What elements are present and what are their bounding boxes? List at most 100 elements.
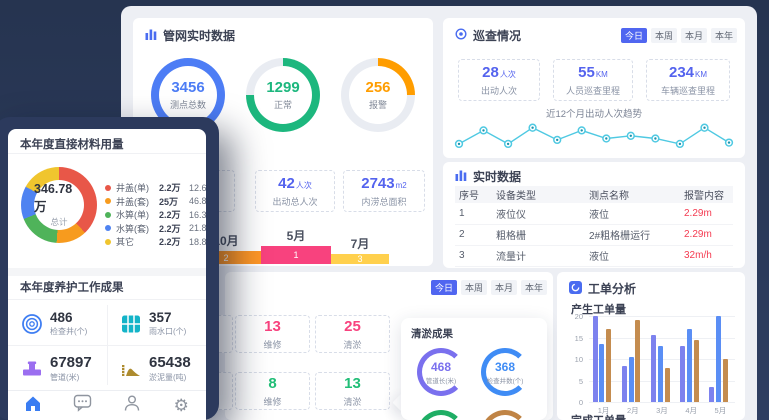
legend-dot (105, 198, 111, 205)
legend-value: 2.2万 (159, 183, 181, 194)
table-row[interactable]: 2 粗格栅 2#粗格栅运行 2.29m (455, 224, 733, 246)
legend-dot (105, 225, 111, 232)
ring-label: 测点总数 (169, 100, 206, 110)
bar-series-tan (664, 367, 670, 402)
stat-value: 8 (268, 374, 277, 392)
nav-home[interactable] (8, 391, 58, 420)
podium-rank: 3 (357, 254, 363, 264)
stat-box-person-km: 55KM 人员巡查里程 (553, 59, 633, 101)
bar-series-tan (606, 328, 612, 402)
tab-year[interactable]: 本年 (520, 280, 547, 295)
chart-title-completed: 完成工单量 (571, 412, 626, 420)
stat-label: 人员巡查里程 (565, 85, 620, 96)
podium-month-label: 10月 (213, 234, 239, 248)
chart-title-produced: 产生工单量 (571, 304, 626, 316)
gauge-partial (481, 410, 529, 420)
ring-value: 256 (365, 79, 391, 96)
cell-seq: 1 (455, 203, 492, 225)
cell-device: 液位仪 (492, 203, 585, 225)
stat-box-flood-area: 2743m2 内涝总面积 (343, 170, 425, 212)
patrol-tab-group: 今日 本周 本月 本年 (620, 28, 737, 43)
bar-series-tan (722, 359, 729, 402)
col-header: 测点名称 (585, 186, 680, 203)
tab-month[interactable]: 本月 (490, 280, 517, 295)
ring-alarm: 256 报警 (341, 58, 415, 132)
trend-line-chart (454, 123, 734, 149)
podium-rank: 2 (223, 252, 229, 263)
stat-value: 234 (668, 63, 695, 81)
gauge-partial (417, 410, 465, 420)
panel-title: 实时数据 (473, 170, 522, 184)
stat-pipeline: 67897 管道(米) (8, 346, 107, 391)
stat-label: 清淤 (343, 396, 362, 407)
stat-label: 出动人次 (480, 85, 517, 96)
panel-patrol: 巡查情况 今日 本周 本月 本年 28人次 出动人次 55KM 人员巡查里程 2… (443, 18, 745, 158)
home-icon (24, 395, 42, 417)
stat-value: 13 (264, 317, 281, 335)
tab-today[interactable]: 今日 (620, 28, 647, 43)
stat-value: 28 (482, 63, 499, 81)
gear-icon: ⚙ (173, 396, 189, 415)
nav-profile[interactable] (107, 391, 157, 420)
stat-unit: m2 (395, 180, 407, 190)
bar-chart-icon (455, 169, 467, 184)
nav-settings[interactable]: ⚙ (157, 391, 207, 420)
donut-total-value: 346.78万 (34, 182, 73, 214)
cell-alarm: 2.29m (680, 203, 733, 225)
table-row[interactable]: 1 液位仪 液位 2.29m (455, 203, 733, 225)
ring-value: 1299 (266, 79, 300, 96)
stat-box-vehicle-km: 234KM 车辆巡查里程 (646, 59, 730, 101)
legend-label: 其它 (116, 237, 135, 248)
legend-value: 2.2万 (159, 210, 181, 221)
stat-value: 65438 (149, 354, 191, 371)
stat-box-dredge-done: 13 清淤 (315, 372, 390, 410)
legend-item: 水箅(单) 2.2万 16.3% (105, 208, 206, 222)
phone-frame: 本年度直接材料用量 346.78万 总计 井盖(单) 2.2万 12.6% 井盖… (0, 117, 219, 420)
dredge-result-popover: 清淤成果 468 管道长(米) 368 检查井数(个) (401, 318, 547, 420)
tab-today[interactable]: 今日 (430, 280, 457, 295)
legend-percent: 18.8% (189, 236, 206, 247)
alarm-table: 序号 设备类型 测点名称 报警内容 1 液位仪 液位 2.29m 2 粗格栅 2… (455, 186, 733, 267)
tab-month[interactable]: 本月 (680, 28, 707, 43)
gauge-label: 检查井数(个) (486, 377, 524, 385)
legend-dot (105, 184, 111, 191)
achievement-grid: 486 检查井(个) 357 雨水口(个) 67897 (8, 300, 206, 390)
achievement-card-title: 本年度养护工作成果 (20, 282, 124, 294)
stat-label: 维修 (263, 339, 282, 350)
stat-value: 13 (344, 374, 361, 392)
stat-label: 管道(米) (50, 373, 80, 382)
gauge-label: 管道长(米) (425, 377, 457, 385)
stat-label: 车辆巡查里程 (660, 85, 715, 96)
tab-week[interactable]: 本周 (650, 28, 677, 43)
panel-realtime-table: 实时数据 序号 设备类型 测点名称 报警内容 1 液位仪 液位 2.29m 2 … (443, 162, 745, 268)
stat-label: 维修 (263, 396, 282, 407)
legend-label: 井盖(套) (116, 196, 149, 207)
dashboard-card: 管网实时数据 3456 测点总数 1299 正常 256 报警 (121, 6, 757, 420)
gauge-value: 368 (494, 359, 516, 374)
cell-alarm: 32m/h (680, 245, 733, 267)
stat-box-repair-done: 8 维修 (235, 372, 310, 410)
col-header: 设备类型 (492, 186, 585, 203)
bar-series-tan (693, 339, 699, 402)
cell-seq: 2 (455, 224, 492, 246)
bar-series-purple (680, 346, 686, 402)
legend-item: 其它 2.2万 18.8% (105, 235, 206, 249)
stat-value: 67897 (50, 354, 92, 371)
table-row[interactable]: 3 流量计 液位 32m/h (455, 245, 733, 267)
legend-label: 水箅(套) (116, 223, 149, 234)
nav-messages[interactable] (58, 391, 108, 420)
legend-dot (105, 211, 111, 218)
tab-year[interactable]: 本年 (710, 28, 737, 43)
gauge-manhole-count: 368 检查井数(个) (481, 348, 529, 396)
podium-rank: 1 (293, 250, 299, 260)
gauge-value: 468 (430, 359, 452, 374)
gauge-pipe-length: 468 管道长(米) (417, 348, 465, 396)
cell-device: 粗格栅 (492, 224, 585, 246)
tab-week[interactable]: 本周 (460, 280, 487, 295)
legend-dot (105, 238, 111, 245)
alarm-table-header: 序号 设备类型 测点名称 报警内容 (455, 186, 733, 203)
cell-seq: 3 (455, 245, 492, 267)
ring-value: 3456 (171, 79, 205, 96)
produced-workorders-bar-chart: 0 5 10 15 20 1月 2月 3月 4月 5月 (565, 312, 737, 416)
